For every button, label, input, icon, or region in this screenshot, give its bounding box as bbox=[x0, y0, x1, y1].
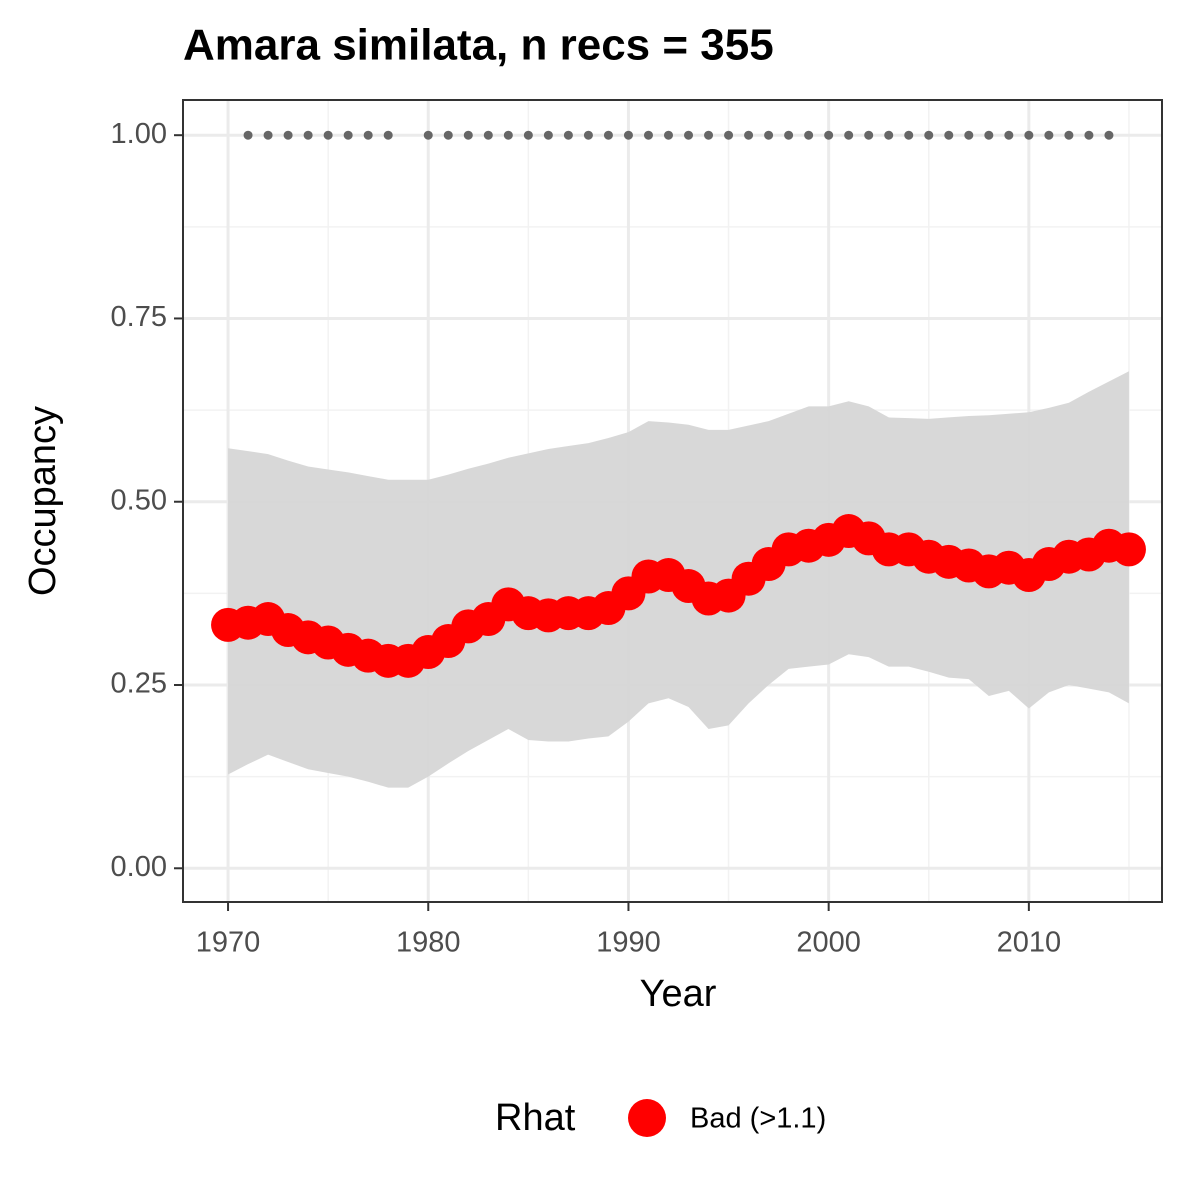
record-point bbox=[383, 130, 393, 140]
y-tick-label: 0.75 bbox=[111, 301, 167, 333]
x-axis-title: Year bbox=[640, 973, 717, 1015]
record-point bbox=[363, 130, 373, 140]
record-point bbox=[904, 130, 914, 140]
y-axis-title: Occupancy bbox=[22, 406, 64, 596]
record-point bbox=[523, 130, 533, 140]
y-tick-label: 0.00 bbox=[111, 851, 167, 883]
record-point bbox=[563, 130, 573, 140]
record-point bbox=[463, 130, 473, 140]
record-point bbox=[704, 130, 714, 140]
record-point bbox=[663, 130, 673, 140]
legend-marker bbox=[628, 1099, 666, 1137]
record-point bbox=[924, 130, 934, 140]
record-point bbox=[1004, 130, 1014, 140]
record-point bbox=[764, 130, 774, 140]
record-point bbox=[1084, 130, 1094, 140]
record-point bbox=[724, 130, 734, 140]
record-point bbox=[804, 130, 814, 140]
legend-title: Rhat bbox=[495, 1097, 576, 1139]
x-tick-label: 2010 bbox=[997, 927, 1062, 959]
record-point bbox=[643, 130, 653, 140]
record-point bbox=[543, 130, 553, 140]
record-point bbox=[884, 130, 894, 140]
record-point bbox=[784, 130, 794, 140]
x-tick-label: 2000 bbox=[796, 927, 861, 959]
record-point bbox=[1044, 130, 1054, 140]
record-point bbox=[824, 130, 834, 140]
record-point bbox=[1104, 130, 1114, 140]
record-point bbox=[603, 130, 613, 140]
chart-title: Amara similata, n recs = 355 bbox=[183, 21, 774, 70]
record-point bbox=[623, 130, 633, 140]
record-point bbox=[303, 130, 313, 140]
record-point bbox=[583, 130, 593, 140]
record-point bbox=[243, 130, 253, 140]
record-point bbox=[1024, 130, 1034, 140]
record-point bbox=[684, 130, 694, 140]
record-point bbox=[1064, 130, 1074, 140]
record-point bbox=[503, 130, 513, 140]
record-point bbox=[443, 130, 453, 140]
y-tick-label: 1.00 bbox=[111, 118, 167, 150]
record-point bbox=[343, 130, 353, 140]
record-point bbox=[744, 130, 754, 140]
record-point bbox=[964, 130, 974, 140]
record-point bbox=[423, 130, 433, 140]
x-tick-label: 1980 bbox=[396, 927, 461, 959]
record-point bbox=[984, 130, 994, 140]
record-point bbox=[864, 130, 874, 140]
record-point bbox=[844, 130, 854, 140]
legend-label: Bad (>1.1) bbox=[690, 1103, 826, 1135]
record-point bbox=[283, 130, 293, 140]
data-point bbox=[1111, 532, 1146, 567]
record-point bbox=[483, 130, 493, 140]
y-tick-label: 0.25 bbox=[111, 668, 167, 700]
record-point bbox=[944, 130, 954, 140]
y-tick-label: 0.50 bbox=[111, 484, 167, 516]
x-tick-label: 1990 bbox=[596, 927, 661, 959]
panel-border bbox=[182, 99, 1163, 903]
record-point bbox=[263, 130, 273, 140]
x-tick-label: 1970 bbox=[196, 927, 261, 959]
record-point bbox=[323, 130, 333, 140]
